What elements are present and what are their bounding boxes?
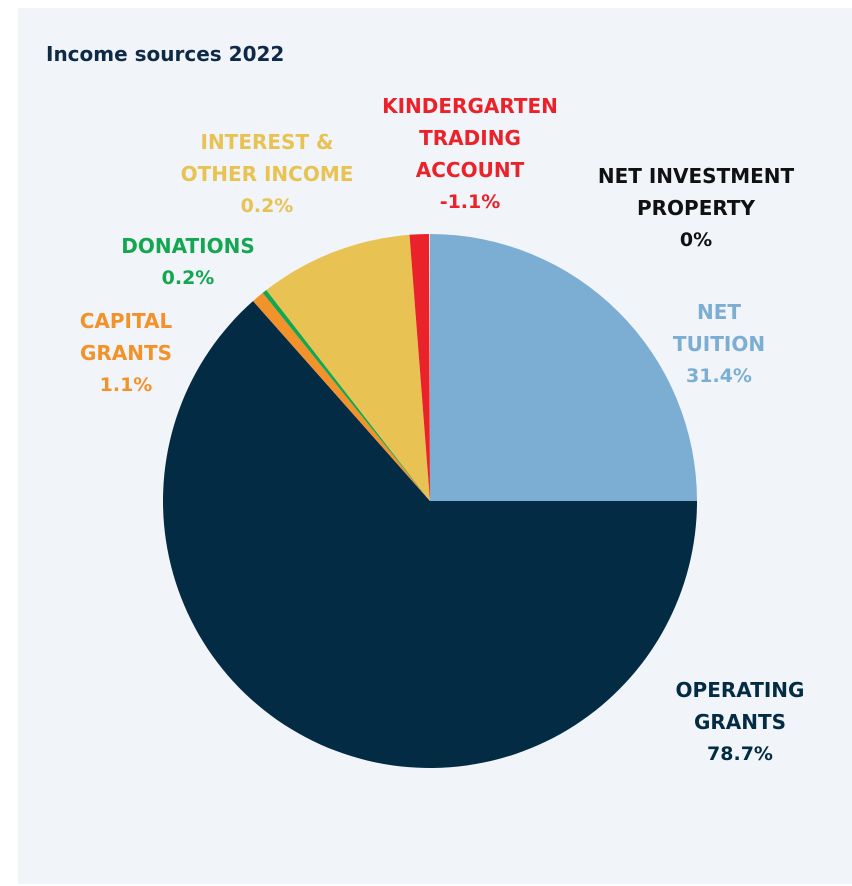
slice-label-line: KINDERGARTEN: [382, 94, 558, 118]
slice-label-line: DONATIONS: [121, 234, 255, 258]
slice-label-line: TRADING: [419, 126, 521, 150]
pie-slice-net-tuition: [430, 234, 697, 501]
pie-slice-interest-other-income: [266, 234, 430, 502]
pie-slice-kindergarten-trading-account: [409, 234, 430, 501]
slice-value: 0%: [679, 229, 713, 251]
chart-title: Income sources 2022: [46, 42, 285, 66]
slice-value: 78.7%: [707, 743, 773, 765]
slice-label-line: GRANTS: [693, 710, 787, 734]
slice-value: -1.1%: [439, 191, 501, 213]
slice-label-line: INTEREST &: [200, 130, 334, 154]
slice-label-capital-grants: CAPITAL GRANTS 1.1%: [80, 305, 173, 401]
slice-value: 1.1%: [99, 374, 153, 396]
slice-value: 0.2%: [161, 267, 215, 289]
slice-label-line: NET INVESTMENT: [597, 164, 795, 188]
slice-label-donations: DONATIONS 0.2%: [121, 230, 255, 294]
slice-label-line: ACCOUNT: [415, 158, 525, 182]
slice-label-line: NET: [696, 300, 742, 324]
slice-value: 0.2%: [240, 195, 294, 217]
slice-label-line: PROPERTY: [636, 196, 756, 220]
pie-slice-operating-grants: [163, 301, 698, 769]
slice-label-net-investment-property: NET INVESTMENT PROPERTY 0%: [598, 160, 794, 256]
slice-label-line: GRANTS: [79, 341, 173, 365]
slice-label-line: TUITION: [672, 332, 766, 356]
slice-label-operating-grants: OPERATING GRANTS 78.7%: [676, 674, 805, 770]
slice-value: 31.4%: [686, 365, 752, 387]
pie-slice-donations: [262, 290, 430, 501]
slice-label-line: CAPITAL: [79, 309, 173, 333]
slice-label-kindergarten-trading-account: KINDERGARTEN TRADING ACCOUNT -1.1%: [382, 90, 558, 218]
slice-label-interest-other-income: INTEREST & OTHER INCOME 0.2%: [181, 126, 354, 222]
pie-slice-capital-grants: [253, 292, 430, 501]
pie-slices: [163, 234, 698, 769]
slice-label-line: OPERATING: [675, 678, 805, 702]
slice-label-net-tuition: NET TUITION 31.4%: [673, 296, 765, 392]
slice-label-line: OTHER INCOME: [180, 162, 354, 186]
